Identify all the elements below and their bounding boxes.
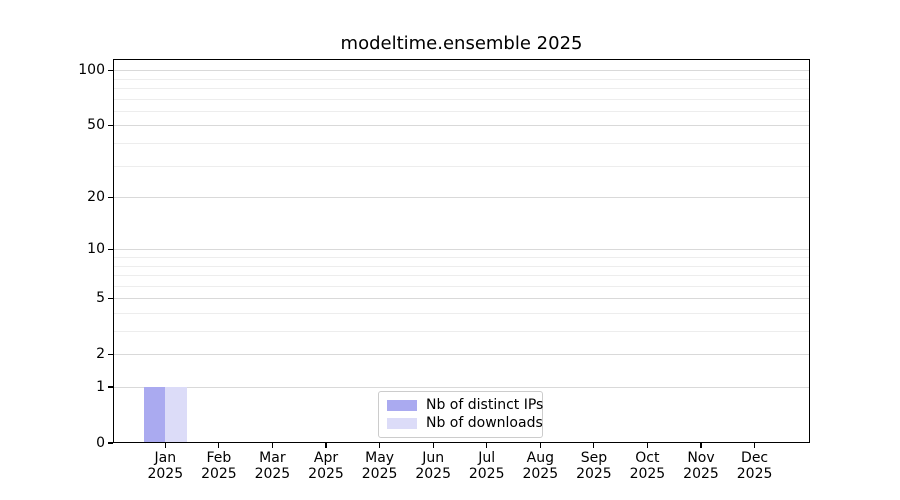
- x-tick-year: 2025: [736, 466, 773, 482]
- legend: Nb of distinct IPs Nb of downloads: [378, 391, 543, 438]
- bar-distinct-ips: [143, 387, 166, 443]
- gridline-major: [113, 354, 810, 356]
- y-tick-mark: [108, 353, 113, 355]
- gridline-minor: [113, 110, 810, 112]
- x-tick-mark: [539, 443, 541, 448]
- gridline-major: [113, 125, 810, 127]
- y-tick-label: 50: [87, 117, 105, 134]
- x-tick-label: Jan 2025: [147, 450, 184, 482]
- x-tick-mark: [164, 443, 166, 448]
- legend-item-distinct-ips: Nb of distinct IPs: [387, 397, 543, 414]
- x-tick-mark: [379, 443, 381, 448]
- x-tick-mark: [271, 443, 273, 448]
- legend-item-downloads: Nb of downloads: [387, 415, 543, 432]
- x-tick-mark: [700, 443, 702, 448]
- x-tick-mark: [754, 443, 756, 448]
- x-tick-label: Feb 2025: [201, 450, 237, 482]
- x-tick-label: Sep 2025: [576, 450, 612, 482]
- y-tick-mark: [108, 248, 113, 250]
- y-tick-label: 1: [96, 379, 105, 395]
- y-tick-mark: [108, 386, 113, 388]
- x-tick-label: Jul 2025: [468, 450, 505, 482]
- gridline-minor: [113, 257, 810, 258]
- x-tick-year: 2025: [147, 466, 184, 482]
- x-tick-mark: [486, 443, 488, 448]
- y-tick-mark: [108, 196, 113, 198]
- y-tick-label: 5: [96, 290, 105, 307]
- y-tick-mark: [108, 124, 113, 126]
- x-tick-mark: [325, 443, 327, 448]
- x-tick-year: 2025: [361, 466, 398, 482]
- legend-label-downloads: Nb of downloads: [426, 415, 543, 431]
- x-tick-label: Oct 2025: [629, 450, 666, 482]
- gridline-minor: [113, 313, 810, 314]
- x-tick-year: 2025: [308, 466, 344, 482]
- x-tick-label: Mar 2025: [254, 450, 291, 482]
- x-tick-mark: [593, 443, 595, 448]
- legend-swatch-distinct-ips-icon: [387, 400, 417, 411]
- gridline-minor: [113, 275, 810, 276]
- gridline-major: [113, 387, 810, 388]
- y-tick-label: 10: [87, 241, 105, 258]
- y-tick-label: 20: [87, 189, 105, 206]
- gridline-major: [113, 298, 810, 300]
- legend-swatch-downloads-icon: [387, 418, 417, 429]
- x-tick-year: 2025: [522, 466, 559, 482]
- x-tick-mark: [432, 443, 434, 448]
- gridline-minor: [113, 331, 810, 332]
- gridline-major: [113, 70, 810, 72]
- gridline-minor: [113, 265, 810, 267]
- y-tick-label: 0: [96, 435, 105, 451]
- x-tick-label: Jun 2025: [415, 450, 452, 482]
- gridline-minor: [113, 98, 810, 100]
- y-tick-label: 100: [78, 62, 105, 79]
- x-tick-label: May 2025: [361, 450, 398, 482]
- x-tick-year: 2025: [576, 466, 612, 482]
- gridline-minor: [113, 165, 810, 167]
- y-tick-mark: [108, 69, 113, 71]
- x-tick-label: Nov 2025: [683, 450, 719, 482]
- y-tick-mark: [108, 442, 113, 444]
- gridline-minor: [113, 285, 810, 287]
- bar-downloads: [165, 387, 187, 443]
- x-tick-label: Aug 2025: [522, 450, 559, 482]
- gridline-minor: [113, 143, 810, 144]
- x-tick-year: 2025: [629, 466, 666, 482]
- x-tick-mark: [646, 443, 648, 448]
- x-tick-label: Dec 2025: [736, 450, 773, 482]
- chart-title: modeltime.ensemble 2025: [340, 33, 583, 54]
- gridline-minor: [113, 88, 810, 89]
- x-tick-year: 2025: [683, 466, 719, 482]
- plot-area: [113, 59, 810, 443]
- x-tick-year: 2025: [201, 466, 237, 482]
- x-tick-year: 2025: [254, 466, 291, 482]
- x-tick-mark: [218, 443, 220, 448]
- gridline-minor: [113, 78, 810, 80]
- gridline-major: [113, 197, 810, 199]
- gridline-major: [113, 249, 810, 251]
- x-tick-label: Apr 2025: [308, 450, 344, 482]
- x-tick-year: 2025: [415, 466, 452, 482]
- x-tick-year: 2025: [468, 466, 505, 482]
- y-tick-mark: [108, 297, 113, 299]
- y-tick-label: 2: [96, 346, 105, 363]
- legend-label-distinct-ips: Nb of distinct IPs: [426, 397, 544, 413]
